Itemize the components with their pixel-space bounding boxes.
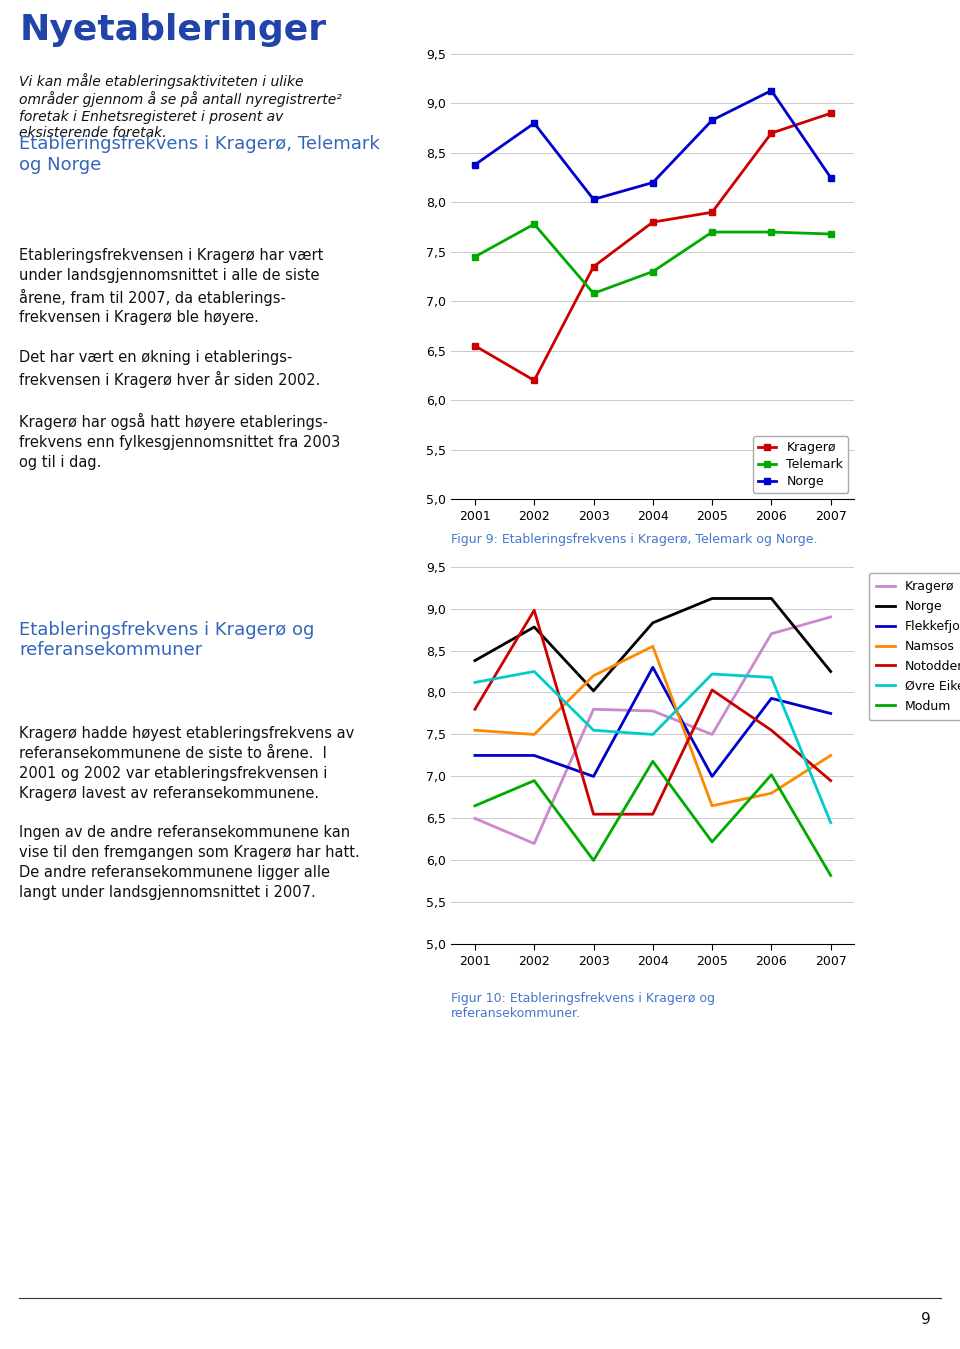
Legend: Kragerø, Norge, Flekkefjord, Namsos, Notodden, Øvre Eiker, Modum: Kragerø, Norge, Flekkefjord, Namsos, Not…	[869, 573, 960, 720]
Text: Vi kan måle etableringsaktiviteten i ulike
områder gjennom å se på antall nyregi: Vi kan måle etableringsaktiviteten i uli…	[19, 73, 342, 140]
Text: Etableringsfrekvens i Kragerø, Telemark
og Norge: Etableringsfrekvens i Kragerø, Telemark …	[19, 135, 380, 174]
Text: Kragerø hadde høyest etableringsfrekvens av
referansekommunene de siste to årene: Kragerø hadde høyest etableringsfrekvens…	[19, 726, 360, 900]
Text: Figur 10: Etableringsfrekvens i Kragerø og
referansekommuner.: Figur 10: Etableringsfrekvens i Kragerø …	[451, 992, 715, 1020]
Text: Figur 9: Etableringsfrekvens i Kragerø, Telemark og Norge.: Figur 9: Etableringsfrekvens i Kragerø, …	[451, 533, 818, 546]
Text: Etableringsfrekvensen i Kragerø har vært
under landsgjennomsnittet i alle de sis: Etableringsfrekvensen i Kragerø har vært…	[19, 248, 341, 469]
Text: Nyetableringer: Nyetableringer	[19, 13, 326, 47]
Text: 9: 9	[922, 1311, 931, 1327]
Text: Etableringsfrekvens i Kragerø og
referansekommuner: Etableringsfrekvens i Kragerø og referan…	[19, 621, 315, 660]
Legend: Kragerø, Telemark, Norge: Kragerø, Telemark, Norge	[753, 436, 848, 492]
